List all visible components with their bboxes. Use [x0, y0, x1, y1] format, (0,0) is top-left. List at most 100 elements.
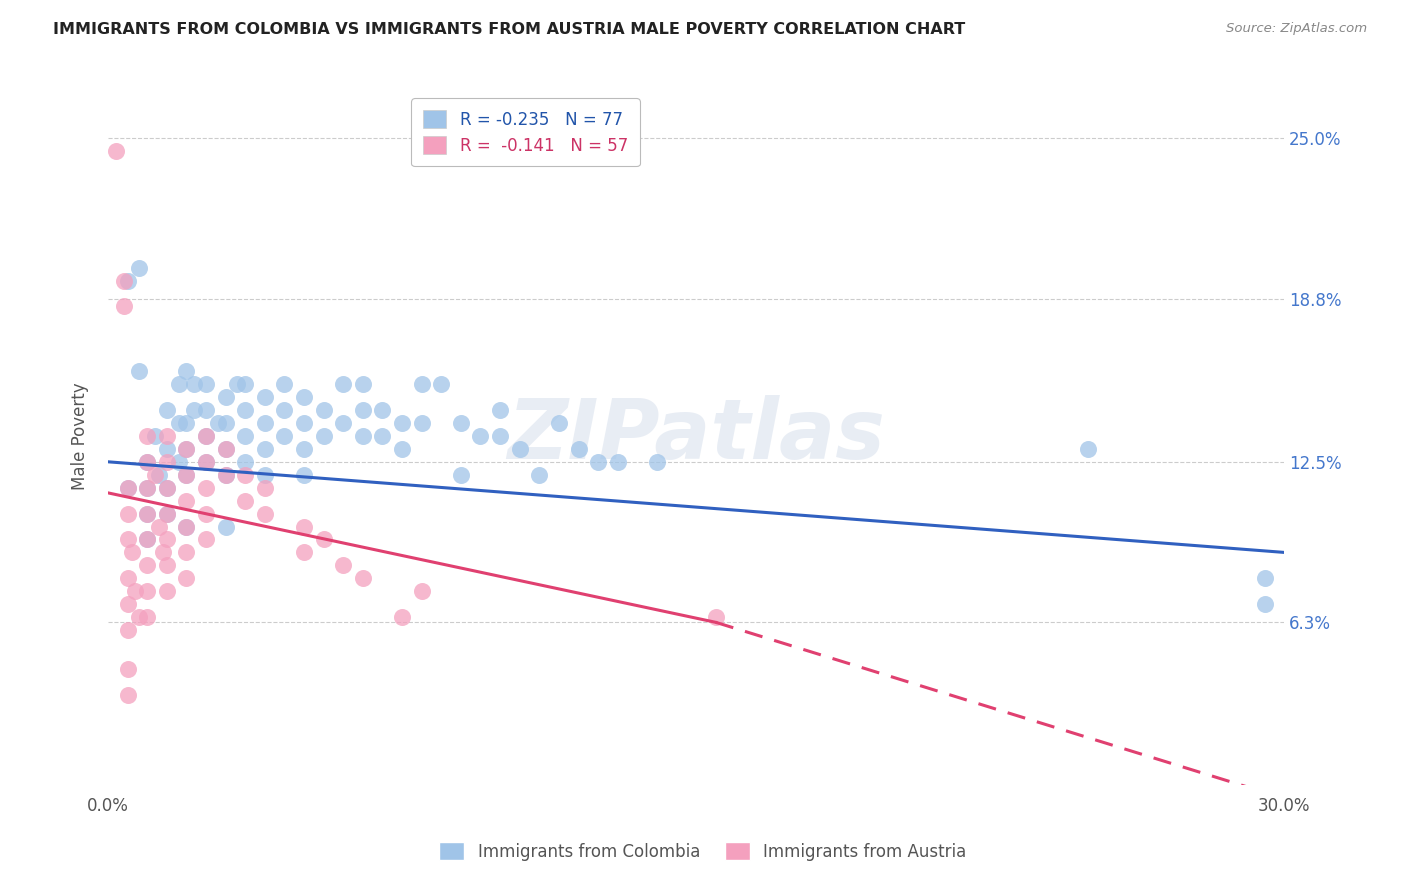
Point: [176, 545, 198, 559]
Point: [136, 507, 159, 521]
Point: [156, 481, 179, 495]
Point: [214, 416, 236, 430]
Point: [273, 377, 295, 392]
Point: [352, 377, 374, 392]
Point: [509, 442, 531, 456]
Point: [136, 533, 159, 547]
Point: [117, 597, 139, 611]
Point: [156, 429, 179, 443]
Point: [195, 481, 218, 495]
Point: [233, 377, 256, 392]
Point: [312, 533, 335, 547]
Text: ZIPatlas: ZIPatlas: [508, 395, 886, 476]
Point: [529, 467, 551, 482]
Point: [411, 416, 433, 430]
Point: [606, 455, 628, 469]
Point: [195, 429, 218, 443]
Point: [214, 442, 236, 456]
Point: [195, 377, 218, 392]
Point: [176, 442, 198, 456]
Point: [195, 455, 218, 469]
Point: [156, 507, 179, 521]
Legend: Immigrants from Colombia, Immigrants from Austria: Immigrants from Colombia, Immigrants fro…: [433, 836, 973, 868]
Point: [176, 364, 198, 378]
Point: [391, 610, 413, 624]
Point: [226, 377, 249, 392]
Point: [143, 467, 166, 482]
Text: IMMIGRANTS FROM COLOMBIA VS IMMIGRANTS FROM AUSTRIA MALE POVERTY CORRELATION CHA: IMMIGRANTS FROM COLOMBIA VS IMMIGRANTS F…: [53, 22, 966, 37]
Point: [1077, 442, 1099, 456]
Point: [430, 377, 453, 392]
Point: [253, 481, 276, 495]
Point: [183, 403, 205, 417]
Point: [156, 481, 179, 495]
Point: [371, 403, 394, 417]
Point: [214, 467, 236, 482]
Point: [292, 442, 315, 456]
Legend: R = -0.235   N = 77, R =  -0.141   N = 57: R = -0.235 N = 77, R = -0.141 N = 57: [412, 98, 640, 166]
Point: [183, 377, 205, 392]
Point: [195, 429, 218, 443]
Point: [214, 519, 236, 533]
Point: [214, 390, 236, 404]
Point: [176, 442, 198, 456]
Point: [112, 274, 135, 288]
Point: [136, 481, 159, 495]
Point: [371, 429, 394, 443]
Point: [136, 533, 159, 547]
Point: [136, 610, 159, 624]
Point: [156, 558, 179, 573]
Point: [332, 377, 354, 392]
Point: [136, 507, 159, 521]
Point: [352, 429, 374, 443]
Point: [176, 571, 198, 585]
Point: [136, 584, 159, 599]
Point: [117, 481, 139, 495]
Point: [253, 507, 276, 521]
Point: [195, 455, 218, 469]
Point: [489, 429, 512, 443]
Point: [128, 260, 150, 275]
Point: [148, 467, 170, 482]
Point: [292, 416, 315, 430]
Point: [233, 467, 256, 482]
Point: [548, 416, 571, 430]
Point: [156, 533, 179, 547]
Text: Source: ZipAtlas.com: Source: ZipAtlas.com: [1226, 22, 1367, 36]
Point: [233, 455, 256, 469]
Point: [156, 507, 179, 521]
Point: [136, 429, 159, 443]
Point: [104, 144, 127, 158]
Point: [489, 403, 512, 417]
Y-axis label: Male Poverty: Male Poverty: [72, 382, 89, 490]
Point: [128, 364, 150, 378]
Point: [195, 507, 218, 521]
Point: [117, 571, 139, 585]
Point: [312, 403, 335, 417]
Point: [117, 533, 139, 547]
Point: [470, 429, 492, 443]
Point: [332, 416, 354, 430]
Point: [156, 455, 179, 469]
Point: [112, 300, 135, 314]
Point: [391, 442, 413, 456]
Point: [156, 442, 179, 456]
Point: [567, 442, 589, 456]
Point: [233, 403, 256, 417]
Point: [645, 455, 668, 469]
Point: [117, 481, 139, 495]
Point: [156, 584, 179, 599]
Point: [586, 455, 609, 469]
Point: [117, 274, 139, 288]
Point: [273, 429, 295, 443]
Point: [167, 455, 190, 469]
Point: [332, 558, 354, 573]
Point: [233, 429, 256, 443]
Point: [136, 558, 159, 573]
Point: [156, 403, 179, 417]
Point: [207, 416, 229, 430]
Point: [292, 519, 315, 533]
Point: [391, 416, 413, 430]
Point: [152, 545, 174, 559]
Point: [233, 493, 256, 508]
